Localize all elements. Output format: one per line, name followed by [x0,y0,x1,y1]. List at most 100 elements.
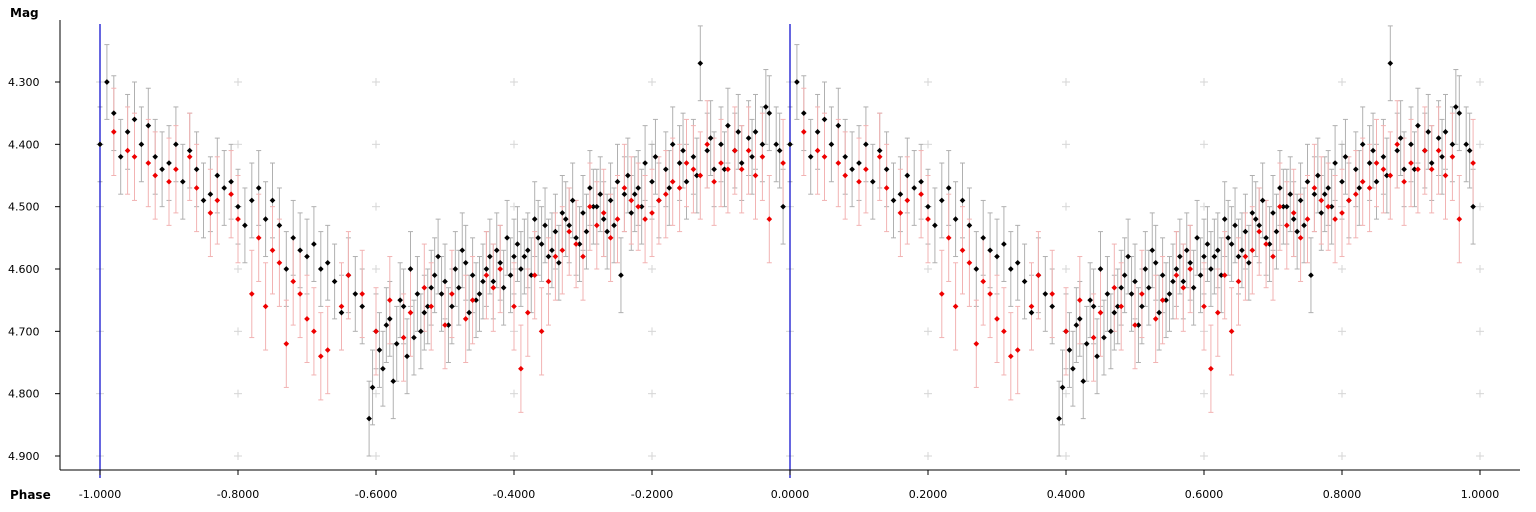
grid-cross [1062,265,1070,273]
data-point-red [876,153,883,160]
data-point-black [1059,384,1066,391]
data-point-black [276,222,283,229]
data-point-black [1214,247,1221,254]
data-point-red [607,235,614,241]
data-point-red [1428,166,1435,173]
data-point-black [528,272,535,279]
data-point-black [1056,415,1062,422]
data-point-red [1035,272,1042,279]
data-point-red [428,303,435,310]
data-point-red [1001,328,1007,335]
data-point-red [766,216,773,222]
data-point-black [421,309,428,316]
data-point-black [711,166,717,173]
data-point-black [1256,222,1263,229]
data-point-black [449,303,455,310]
data-point-red [511,303,517,310]
data-point-black [1194,235,1200,241]
data-point-black [669,141,676,148]
data-point-black [604,228,610,235]
data-point-red [1339,210,1345,216]
data-point-black [1225,235,1231,241]
data-point-black [535,235,541,241]
data-point-black [918,178,924,185]
data-point-red [938,291,945,297]
data-point-black [580,210,586,216]
x-tick-label: 0.8000 [1323,488,1362,501]
data-point-red [1304,216,1311,222]
data-point-black [932,222,938,229]
data-point-red [1063,328,1069,335]
data-point-black [110,110,117,116]
data-point-red [1435,147,1442,154]
data-point-black [166,160,172,166]
data-point-black [987,247,993,254]
data-point-black [835,122,842,129]
data-point-red [973,340,980,347]
data-point-black [1287,191,1294,198]
data-point-red [1373,160,1380,166]
grid-cross [1338,389,1346,398]
x-ticks: -1.0000 -0.8000 -0.6000 -0.4000 -0.2000 0.000… [79,470,1499,501]
data-point-black [1104,291,1111,297]
data-point-red [987,291,993,297]
data-point-red [345,272,352,279]
data-point-red [780,160,786,166]
grid-cross [1476,202,1484,211]
data-point-black [179,178,186,185]
data-point-black [759,141,766,148]
data-point-black [1311,191,1318,198]
data-point-black [800,110,807,116]
grid-cross [1062,389,1070,398]
x-tick-label: -0.8000 [217,488,259,501]
data-point-red [186,153,193,160]
data-point-red [400,334,407,341]
data-point-black [1356,185,1363,191]
data-point-black [1028,309,1035,316]
data-point-black [621,191,628,198]
data-point-black [863,141,869,148]
data-point-black [1294,228,1300,235]
data-point-red [152,172,159,179]
data-point-red [1007,353,1014,360]
data-point-black [524,247,531,254]
data-point-black [1187,259,1194,266]
data-point-red [814,147,821,154]
data-point-black [1339,178,1345,185]
data-point-red [1028,303,1035,310]
data-point-black [369,384,376,391]
data-point-red [228,191,234,198]
data-point-red [1152,316,1159,322]
grid-cross [648,452,656,460]
data-point-black [569,197,576,204]
grid-cross [1200,389,1208,398]
data-point-black [707,135,714,141]
data-point-red [1311,185,1318,191]
data-point-black [490,278,497,285]
x-axis-title: Phase [10,488,51,502]
y-axis-title: Mag [10,6,39,20]
data-point-black [1325,185,1332,191]
data-point-red [276,259,283,266]
data-point-black [200,197,207,204]
data-point-black [628,210,635,216]
data-point-red [697,172,704,179]
grid-cross [924,452,932,460]
data-point-black [631,191,638,198]
grid-cross [1476,265,1484,273]
data-point-red [1297,235,1304,241]
data-point-black [638,203,645,210]
grid-cross [648,78,656,86]
data-point-black [745,135,752,141]
data-point-black [1456,110,1463,116]
data-point-black [1439,153,1445,160]
data-point-black [1042,291,1049,297]
data-point-black [738,160,745,166]
data-point-red [1449,153,1456,160]
y-ticks: 4.300 4.400 4.500 4.600 4.700 4.800 4.900 [8,76,60,463]
data-point-black [662,166,669,173]
data-point-red [745,147,752,154]
data-point-red [1201,303,1207,310]
data-point-red [497,266,504,272]
data-point-black [1352,166,1359,173]
